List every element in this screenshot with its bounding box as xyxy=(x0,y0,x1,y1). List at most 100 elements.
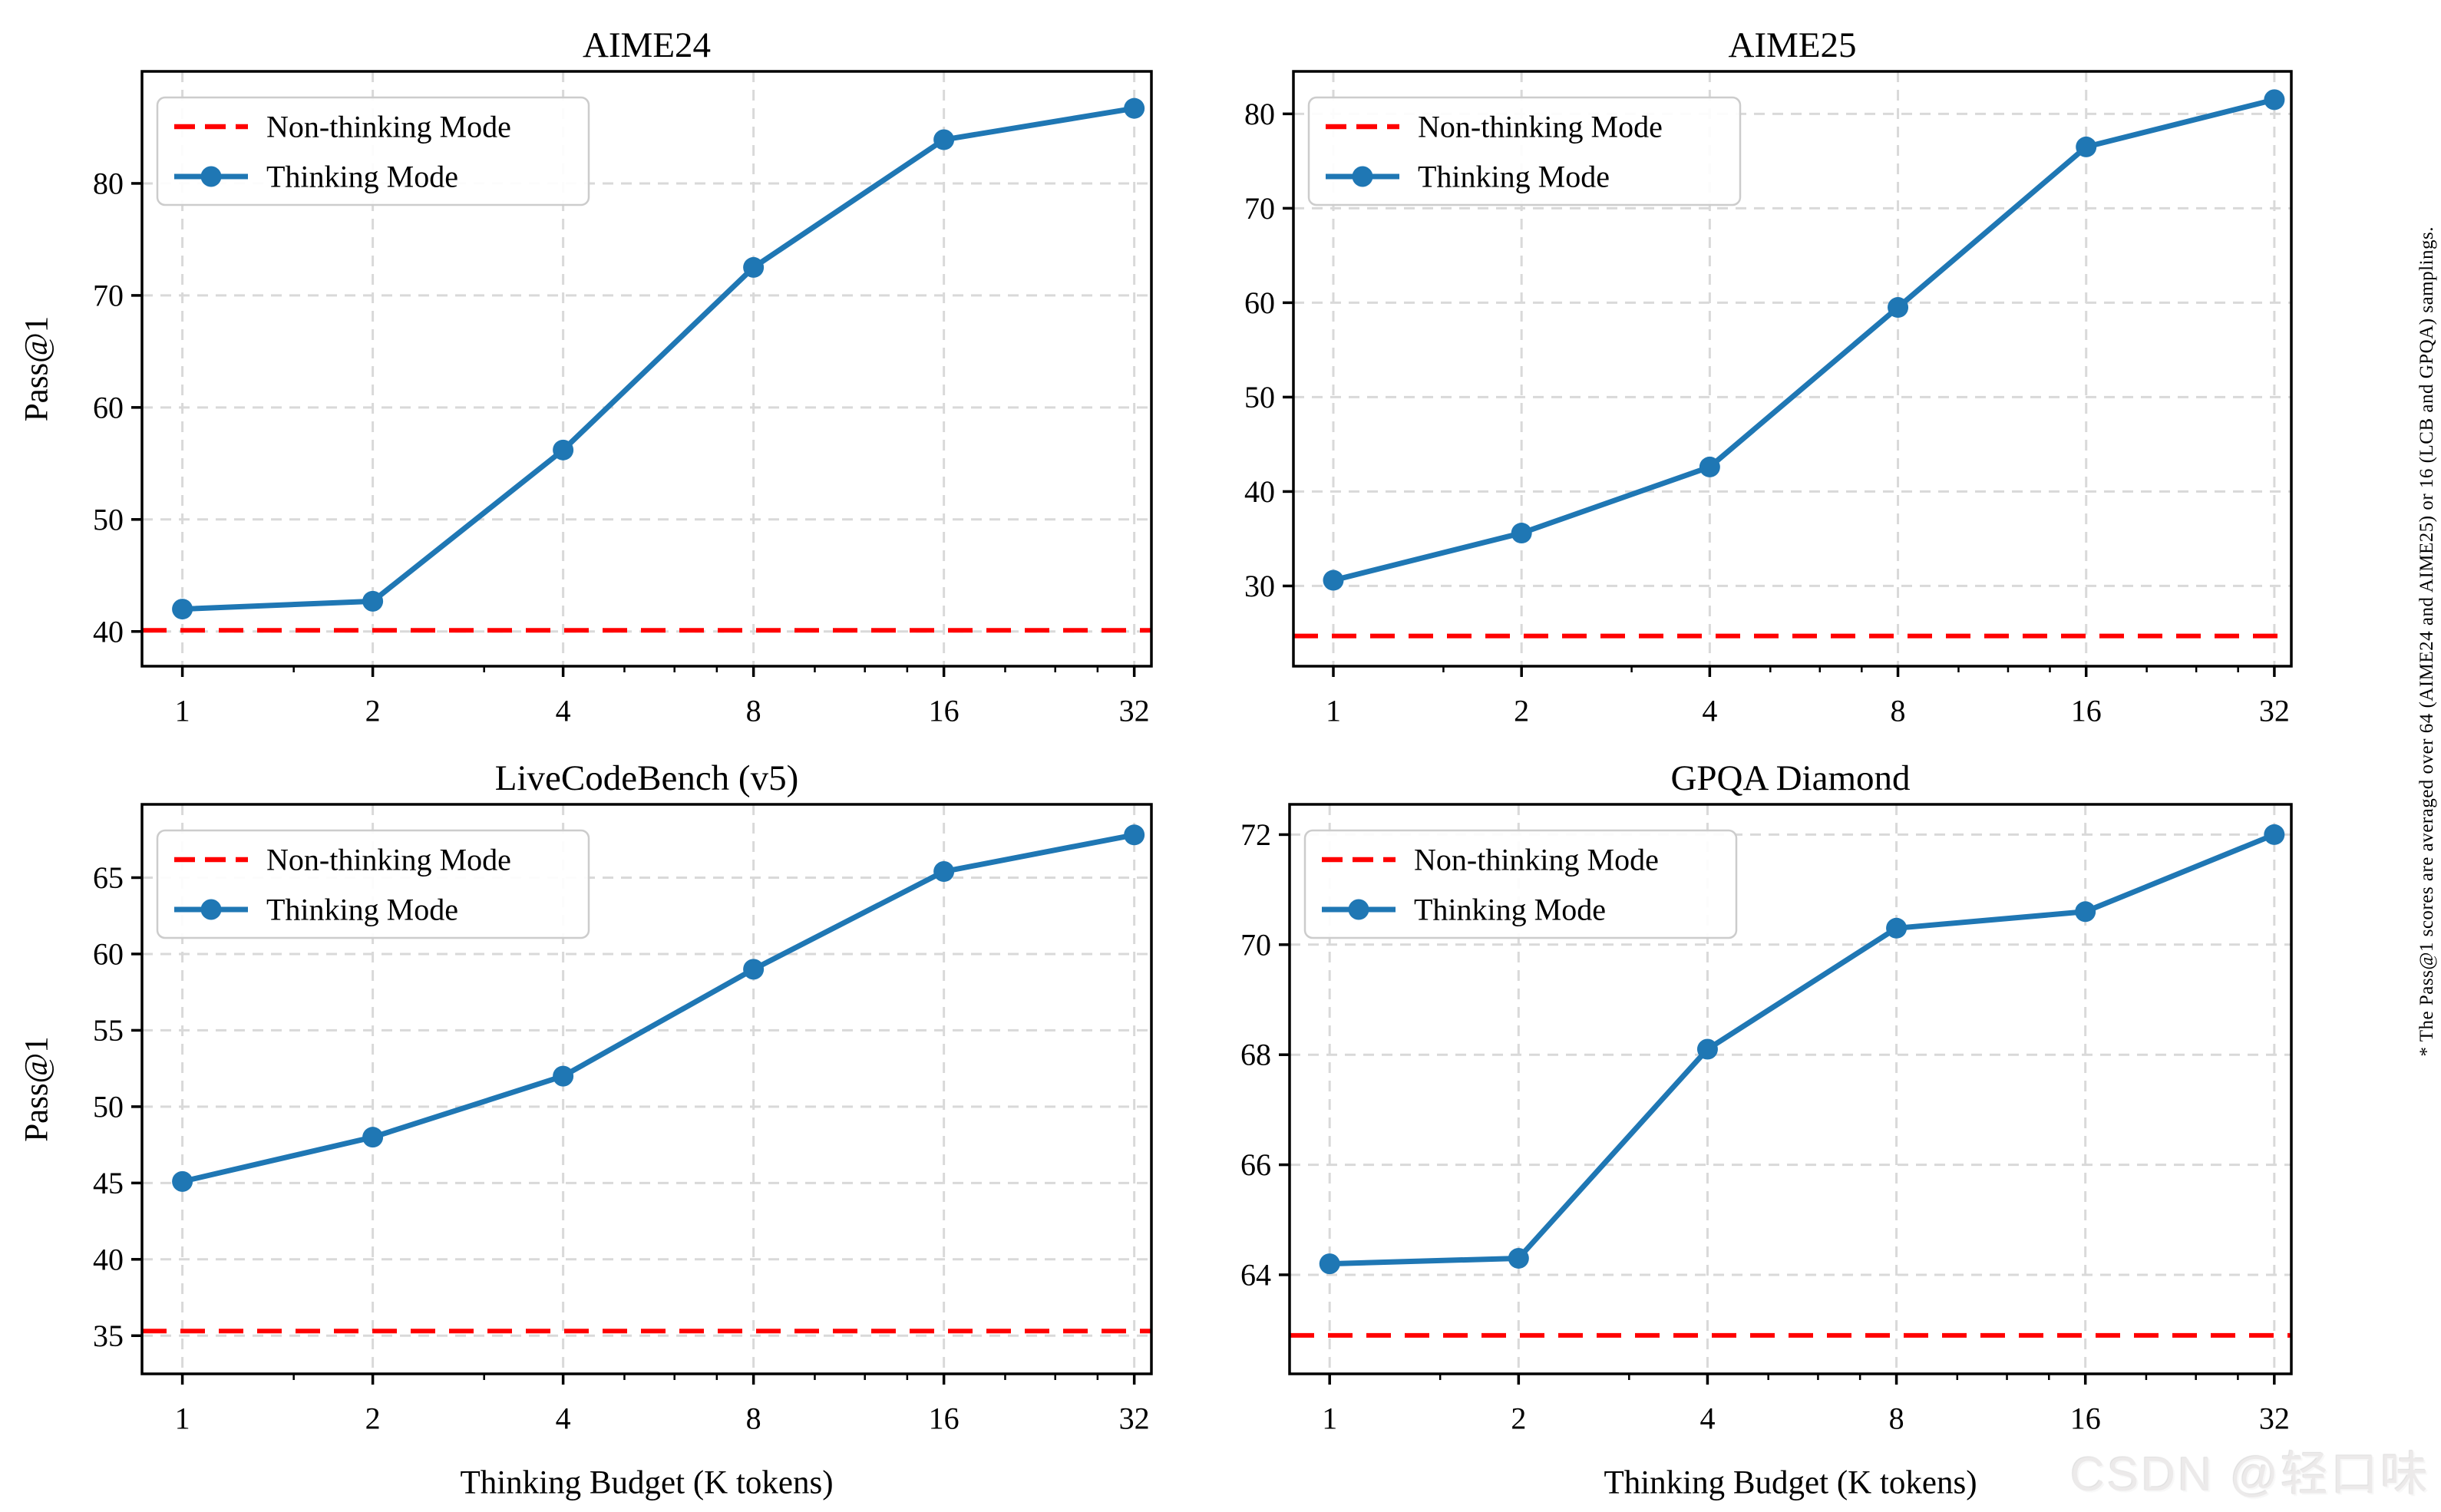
legend-label-non-thinking: Non-thinking Mode xyxy=(266,843,511,877)
x-tick-label: 2 xyxy=(1511,1401,1526,1436)
data-point-marker xyxy=(1323,569,1344,591)
axis-ticks xyxy=(1283,112,2276,677)
y-tick-label: 64 xyxy=(1240,1257,1271,1292)
y-tick-label: 70 xyxy=(1240,927,1271,962)
x-tick-label: 1 xyxy=(1322,1401,1337,1436)
legend-label-non-thinking: Non-thinking Mode xyxy=(1418,110,1663,144)
data-point-marker xyxy=(172,599,193,620)
x-tick-label: 1 xyxy=(175,1401,190,1436)
data-point-marker xyxy=(2076,136,2097,157)
y-tick-label: 50 xyxy=(93,502,124,536)
y-tick-label: 30 xyxy=(1244,569,1275,603)
data-point-marker xyxy=(1888,297,1909,319)
chart-aime25: 30 40 50 60 70 80 1 2 4 8 16 32 AIME25 Non-thinking M… xyxy=(1244,25,2293,728)
x-tick-label: 32 xyxy=(2259,1401,2290,1436)
axis-ticks xyxy=(131,876,1136,1385)
x-tick-label: 8 xyxy=(1891,694,1906,728)
y-tick-label: 72 xyxy=(1240,817,1271,852)
legend-marker-thinking xyxy=(200,166,222,187)
plot-frame xyxy=(140,70,1153,668)
x-tick-label: 4 xyxy=(556,1401,571,1436)
y-tick-label: 68 xyxy=(1240,1038,1271,1072)
y-tick-label: 40 xyxy=(93,614,124,649)
legend: Non-thinking Mode Thinking Mode xyxy=(156,829,590,939)
legend-marker-thinking xyxy=(200,899,222,920)
y-tick-label: 45 xyxy=(93,1166,124,1200)
thinking-series xyxy=(172,824,1145,1192)
plot-frame xyxy=(1292,70,2293,668)
data-point-marker xyxy=(1124,824,1145,846)
data-point-marker xyxy=(2075,901,2096,923)
y-tick-label: 50 xyxy=(1244,380,1275,414)
data-point-marker xyxy=(2264,824,2285,845)
x-tick-label: 16 xyxy=(2070,1401,2101,1436)
legend: Non-thinking Mode Thinking Mode xyxy=(1303,829,1738,939)
x-tick-label: 2 xyxy=(1514,694,1529,728)
chart-title: LiveCodeBench (v5) xyxy=(495,758,798,798)
y-axis-label: Pass@1 xyxy=(19,316,55,422)
chart-livecodebench: 35 40 45 50 55 60 65 1 2 4 8 16 32 LiveCodeBench (v5)… xyxy=(19,758,1153,1501)
plot-frame xyxy=(140,803,1153,1375)
x-tick-label: 8 xyxy=(746,1401,761,1436)
axis-ticks xyxy=(131,182,1136,677)
chart-gpqa-diamond: 64 66 68 70 72 1 2 4 8 16 32 GPQA Diamond Thinking B… xyxy=(1240,758,2293,1501)
x-tick-label: 8 xyxy=(1889,1401,1904,1436)
y-axis-label: Pass@1 xyxy=(19,1036,55,1142)
y-tick-label: 40 xyxy=(93,1242,124,1276)
data-point-marker xyxy=(1319,1253,1340,1275)
x-tick-label: 32 xyxy=(2259,694,2290,728)
legend: Non-thinking Mode Thinking Mode xyxy=(1307,96,1742,206)
x-tick-label: 4 xyxy=(1699,1401,1715,1436)
data-point-marker xyxy=(933,861,955,883)
data-point-marker xyxy=(743,959,765,980)
x-tick-label: 32 xyxy=(1119,694,1150,728)
x-tick-label: 16 xyxy=(929,694,960,728)
x-tick-label: 1 xyxy=(1326,694,1341,728)
x-tick-label: 4 xyxy=(1702,694,1717,728)
x-tick-label: 8 xyxy=(746,694,761,728)
watermark: CSDN @轻口味 xyxy=(2070,1448,2430,1501)
x-tick-label: 16 xyxy=(2071,694,2102,728)
legend-label-thinking: Thinking Mode xyxy=(266,893,458,927)
y-tick-label: 66 xyxy=(1240,1147,1271,1182)
plot-frame xyxy=(1288,803,2293,1375)
x-tick-label: 1 xyxy=(175,694,190,728)
data-point-marker xyxy=(2264,89,2285,111)
data-point-marker xyxy=(1124,97,1145,119)
x-tick-label: 4 xyxy=(556,694,571,728)
axis-ticks xyxy=(1279,833,2276,1385)
y-tick-label: 35 xyxy=(93,1319,124,1353)
data-point-marker xyxy=(933,129,955,150)
data-point-marker xyxy=(553,1065,574,1087)
legend-label-thinking: Thinking Mode xyxy=(266,160,458,194)
data-point-marker xyxy=(1511,523,1532,544)
chart-title: AIME25 xyxy=(1728,25,1856,65)
y-tick-label: 80 xyxy=(1244,97,1275,131)
y-tick-label: 60 xyxy=(1244,286,1275,320)
legend-marker-thinking xyxy=(1348,899,1369,920)
x-tick-label: 16 xyxy=(929,1401,960,1436)
data-point-marker xyxy=(362,1127,384,1148)
data-point-marker xyxy=(1696,1038,1718,1060)
data-point-marker xyxy=(1508,1247,1529,1269)
y-tick-label: 40 xyxy=(1244,474,1275,509)
data-point-marker xyxy=(1699,456,1720,477)
x-axis-label: Thinking Budget (K tokens) xyxy=(460,1465,833,1501)
data-point-marker xyxy=(1886,917,1908,939)
y-tick-label: 60 xyxy=(93,936,124,971)
y-tick-label: 55 xyxy=(93,1013,124,1048)
x-tick-label: 2 xyxy=(365,694,381,728)
y-tick-label: 70 xyxy=(93,278,124,312)
data-point-marker xyxy=(553,439,574,461)
thinking-series xyxy=(1319,824,2285,1275)
x-axis-label: Thinking Budget (K tokens) xyxy=(1604,1465,1977,1501)
data-point-marker xyxy=(362,590,384,612)
footnote-sidenote: * The Pass@1 scores are averaged over 64… xyxy=(2416,226,2437,1057)
legend-label-thinking: Thinking Mode xyxy=(1418,160,1610,194)
thinking-series xyxy=(1323,89,2285,591)
y-tick-label: 50 xyxy=(93,1089,124,1124)
x-tick-label: 32 xyxy=(1119,1401,1150,1436)
legend-label-non-thinking: Non-thinking Mode xyxy=(266,110,511,144)
legend: Non-thinking Mode Thinking Mode xyxy=(156,96,590,206)
